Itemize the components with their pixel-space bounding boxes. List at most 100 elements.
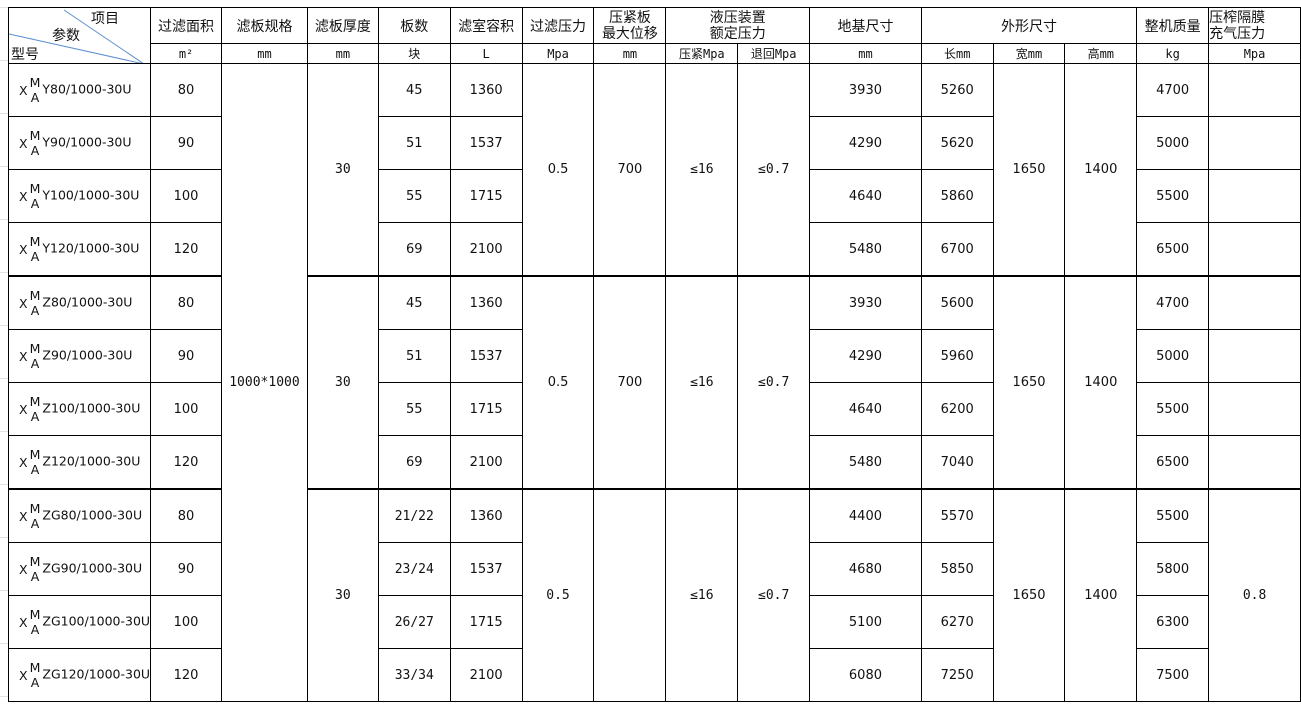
model-sup: M — [29, 394, 41, 409]
volume-cell: 1360 — [449, 275, 523, 330]
table-row: X M A ZG80/1000-30U 80 30 21/22 1360 0.5 ≤16 ≤0.7 4… — [7, 488, 1301, 702]
volume-cell: 1715 — [449, 595, 523, 649]
spec-table: 项目 参数 型号 过滤面积 滤板规格 滤板厚度 板数 滤室容积 过滤压力 压紧板… — [7, 7, 1301, 702]
plate-spec-cell: 1000*1000 — [221, 63, 308, 702]
model-sub: A — [30, 675, 40, 690]
model-cell: X M A ZG100/1000-30U — [7, 595, 152, 649]
weight-cell: 5500 — [1136, 169, 1210, 223]
diaphragm-cell — [1208, 329, 1301, 383]
volume-cell: 2100 — [449, 435, 523, 490]
length-cell: 6700 — [920, 222, 994, 277]
plates-cell: 69 — [377, 222, 451, 277]
table-row: X M A Y90/1000-30U 90 51 1537 4290 5620 5000 — [7, 116, 1301, 170]
model-cell: X M A Z120/1000-30U — [7, 435, 152, 490]
unit-cell: mm — [221, 43, 308, 64]
volume-cell: 1537 — [449, 542, 523, 596]
diaphragm-cell — [1208, 63, 1301, 117]
model-sub: A — [30, 303, 40, 318]
header-diaphragm-line1: 压榨隔膜 — [1209, 9, 1266, 26]
model-cell: X M A ZG90/1000-30U — [7, 542, 152, 596]
foundation-cell: 3930 — [809, 63, 922, 117]
table-row: X M A ZG120/1000-30U 120 33/34 2100 6080 7250 750… — [7, 648, 1301, 702]
model-sub: A — [30, 196, 40, 211]
model-prefix-x: X — [19, 82, 28, 98]
corner-model-label: 型号 — [11, 47, 39, 63]
model-series: ZG80/1000-30U — [42, 507, 143, 523]
diaphragm-cell — [1208, 116, 1301, 170]
header-stroke: 压紧板 最大位移 — [593, 7, 667, 44]
press-pressure-cell: ≤16 — [665, 275, 739, 490]
unit-cell: 压紧Mpa — [665, 43, 739, 64]
diagonal-lines — [9, 9, 143, 63]
thickness-cell: 30 — [306, 488, 379, 702]
width-cell: 1650 — [992, 488, 1066, 702]
diaphragm-cell — [1208, 169, 1301, 223]
length-cell: 7250 — [920, 648, 994, 702]
model-sub: A — [30, 356, 40, 371]
model-cell: X M A Y120/1000-30U — [7, 222, 152, 277]
area-cell: 100 — [150, 169, 222, 223]
area-cell: 120 — [150, 648, 222, 702]
return-pressure-cell: ≤0.7 — [737, 275, 811, 490]
plates-cell: 55 — [377, 169, 451, 223]
model-cell: X M A Y100/1000-30U — [7, 169, 152, 223]
model-sub: A — [30, 516, 40, 531]
area-cell: 100 — [150, 595, 222, 649]
plates-cell: 33/34 — [377, 648, 451, 702]
header-stroke-line2: 最大位移 — [601, 25, 658, 42]
plates-cell: 21/22 — [377, 488, 451, 543]
weight-cell: 6500 — [1136, 435, 1210, 490]
unit-cell: mm — [593, 43, 667, 64]
model-series: Y100/1000-30U — [42, 187, 140, 203]
header-filter-pressure: 过滤压力 — [521, 7, 595, 44]
return-pressure-cell: ≤0.7 — [737, 63, 811, 277]
pressure-cell: 0.5 — [521, 275, 595, 490]
header-foundation: 地基尺寸 — [809, 7, 922, 44]
plates-cell: 55 — [377, 382, 451, 436]
model-series: Z100/1000-30U — [42, 400, 141, 416]
plates-cell: 69 — [377, 435, 451, 490]
stroke-cell — [593, 488, 667, 702]
model-prefix-x: X — [19, 188, 28, 204]
model-series: Y120/1000-30U — [42, 240, 140, 256]
stroke-cell: 700 — [593, 275, 667, 490]
model-sup: M — [29, 181, 41, 196]
pressure-cell: 0.5 — [521, 63, 595, 277]
model-sup: M — [29, 234, 41, 249]
unit-cell: L — [449, 43, 523, 64]
area-cell: 120 — [150, 222, 222, 277]
model-cell: X M A Y80/1000-30U — [7, 63, 152, 117]
model-series: ZG120/1000-30U — [42, 666, 151, 682]
length-cell: 6270 — [920, 595, 994, 649]
weight-cell: 6500 — [1136, 222, 1210, 277]
model-prefix-x: X — [19, 561, 28, 577]
thickness-cell: 30 — [306, 275, 379, 490]
model-cell: X M A ZG120/1000-30U — [7, 648, 152, 702]
model-series: Z90/1000-30U — [42, 347, 133, 363]
volume-cell: 1537 — [449, 329, 523, 383]
thickness-cell: 30 — [306, 63, 379, 277]
header-corner: 项目 参数 型号 — [7, 7, 152, 64]
area-cell: 80 — [150, 275, 222, 330]
model-series: ZG90/1000-30U — [42, 560, 143, 576]
corner-item-label: 项目 — [91, 11, 119, 27]
diaphragm-cell — [1208, 382, 1301, 436]
model-prefix-x: X — [19, 348, 28, 364]
header-outline: 外形尺寸 — [920, 7, 1138, 44]
header-hydraulic-line1: 液压装置 — [709, 9, 766, 26]
unit-cell: m² — [150, 43, 222, 64]
volume-cell: 2100 — [449, 648, 523, 702]
volume-cell: 1360 — [449, 488, 523, 543]
area-cell: 120 — [150, 435, 222, 490]
plates-cell: 51 — [377, 329, 451, 383]
model-sup: M — [29, 75, 41, 90]
model-prefix-x: X — [19, 667, 28, 683]
